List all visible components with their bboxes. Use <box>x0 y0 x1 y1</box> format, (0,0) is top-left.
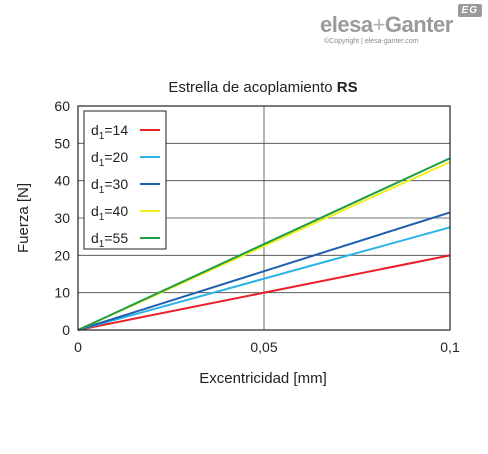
eg-badge: EG <box>457 4 482 17</box>
y-tick-label: 20 <box>54 247 70 263</box>
tick-labels: 0 10 20 30 40 50 60 0 0,05 0,1 <box>54 98 460 355</box>
legend-label: d1=55 <box>91 230 128 250</box>
x-tick-label: 0 <box>74 339 82 355</box>
x-axis-label: Excentricidad [mm] <box>199 370 327 387</box>
legend-label: d1=30 <box>91 176 128 196</box>
legend: d1=14 d1=20 d1=30 d1=40 d1=55 <box>83 110 167 250</box>
y-tick-label: 10 <box>54 285 70 301</box>
chart-title: Estrella de acoplamiento RS <box>168 79 357 96</box>
copyright-text: ©Copyright | elesa-ganter.com <box>324 38 419 45</box>
y-tick-label: 50 <box>54 135 70 151</box>
y-tick-label: 40 <box>54 173 70 189</box>
legend-label: d1=14 <box>91 122 128 142</box>
legend-label: d1=20 <box>91 149 128 169</box>
series-line-d1-30 <box>77 211 451 331</box>
series-lines <box>77 157 451 331</box>
series-line-d1-55 <box>77 157 451 331</box>
x-tick-label: 0,05 <box>250 339 277 355</box>
plot-area-frame <box>77 105 451 331</box>
elesa-ganter-logo: elesa+Ganter <box>320 12 453 37</box>
y-axis-label: Fuerza [N] <box>15 183 32 253</box>
y-tick-label: 0 <box>62 322 70 338</box>
legend-label: d1=40 <box>91 203 128 223</box>
series-line-d1-14 <box>77 254 451 331</box>
series-line-d1-20 <box>77 226 451 331</box>
legend-box <box>83 110 167 250</box>
brand-header: elesa+Ganter EG ©Copyright | elesa-gante… <box>300 2 486 48</box>
y-tick-label: 30 <box>54 210 70 226</box>
x-tick-label: 0,1 <box>440 339 460 355</box>
y-tick-label: 60 <box>54 98 70 114</box>
